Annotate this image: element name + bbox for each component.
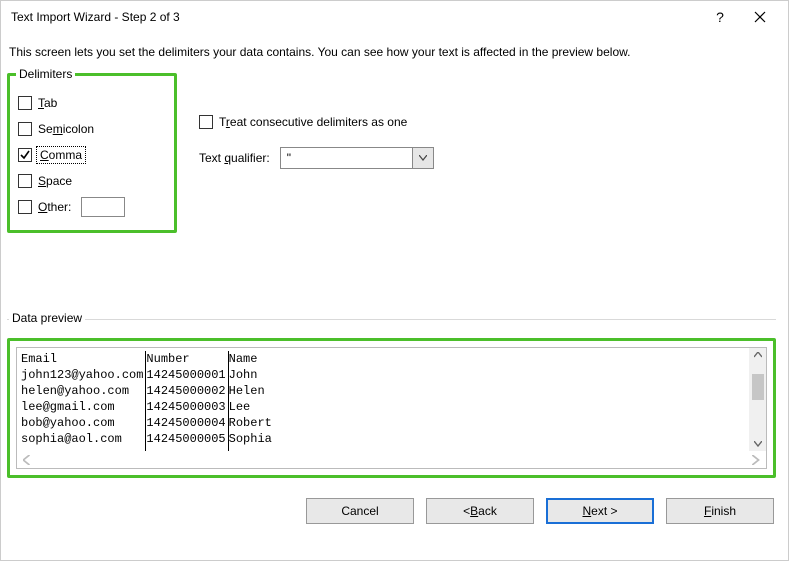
- delimiter-label: Tab: [38, 96, 57, 110]
- button-row: Cancel < Back Next > Finish: [7, 498, 776, 524]
- delimiter-checkbox[interactable]: [18, 96, 32, 110]
- delimiter-row[interactable]: Tab: [18, 90, 166, 116]
- scroll-left-icon[interactable]: [21, 454, 33, 466]
- delimiter-checkbox[interactable]: [18, 174, 32, 188]
- scroll-thumb[interactable]: [752, 374, 764, 400]
- preview-column: Name John Helen Lee Robert Sophia: [229, 351, 745, 451]
- preview-table: Email john123@yahoo.com helen@yahoo.com …: [17, 348, 749, 451]
- scroll-right-icon[interactable]: [750, 454, 762, 466]
- intro-text: This screen lets you set the delimiters …: [9, 45, 776, 59]
- delimiter-row[interactable]: Comma: [18, 142, 166, 168]
- right-options: Treat consecutive delimiters as one Text…: [199, 73, 434, 169]
- consecutive-checkbox[interactable]: [199, 115, 213, 129]
- delimiter-row[interactable]: Other:: [18, 194, 166, 220]
- scroll-down-icon[interactable]: [753, 439, 763, 449]
- wizard-window: Text Import Wizard - Step 2 of 3 ? This …: [0, 0, 789, 561]
- back-button[interactable]: < Back: [426, 498, 534, 524]
- consecutive-row[interactable]: Treat consecutive delimiters as one: [199, 115, 434, 129]
- qualifier-row: Text qualifier: ": [199, 147, 434, 169]
- cancel-button[interactable]: Cancel: [306, 498, 414, 524]
- scroll-up-icon[interactable]: [753, 350, 763, 360]
- preview-area: Data preview Email john123@yahoo.com hel…: [7, 311, 776, 478]
- delimiter-checkbox[interactable]: [18, 148, 32, 162]
- upper-row: Delimiters TabSemicolonCommaSpaceOther: …: [7, 73, 776, 233]
- preview-column: Email john123@yahoo.com helen@yahoo.com …: [21, 351, 146, 451]
- window-title: Text Import Wizard - Step 2 of 3: [11, 10, 700, 24]
- preview-hscrollbar[interactable]: [17, 451, 766, 468]
- delimiters-group: Delimiters TabSemicolonCommaSpaceOther:: [7, 73, 177, 233]
- next-button[interactable]: Next >: [546, 498, 654, 524]
- delimiter-label: Comma: [38, 148, 84, 162]
- qualifier-label: Text qualifier:: [199, 151, 270, 165]
- consecutive-label: Treat consecutive delimiters as one: [219, 115, 407, 129]
- preview-vscrollbar[interactable]: [749, 348, 766, 451]
- chevron-down-icon: [419, 155, 427, 161]
- close-icon: [754, 11, 766, 23]
- preview-inner: Email john123@yahoo.com helen@yahoo.com …: [16, 347, 767, 469]
- delimiter-row[interactable]: Semicolon: [18, 116, 166, 142]
- preview-box: Email john123@yahoo.com helen@yahoo.com …: [7, 338, 776, 478]
- qualifier-dropdown-button[interactable]: [412, 147, 434, 169]
- delimiters-legend: Delimiters: [16, 67, 75, 81]
- qualifier-value[interactable]: ": [280, 147, 412, 169]
- close-button[interactable]: [740, 2, 780, 32]
- delimiter-label: Space: [38, 174, 72, 188]
- qualifier-combo[interactable]: ": [280, 147, 434, 169]
- finish-button[interactable]: Finish: [666, 498, 774, 524]
- preview-legend: Data preview: [9, 311, 85, 325]
- delimiter-row[interactable]: Space: [18, 168, 166, 194]
- delimiter-label: Other:: [38, 200, 71, 214]
- help-button[interactable]: ?: [700, 2, 740, 32]
- delimiter-checkbox[interactable]: [18, 122, 32, 136]
- content-area: This screen lets you set the delimiters …: [1, 33, 788, 560]
- other-delimiter-input[interactable]: [81, 197, 125, 217]
- delimiter-label: Semicolon: [38, 122, 94, 136]
- delimiter-checkbox[interactable]: [18, 200, 32, 214]
- preview-column: Number 14245000001 14245000002 142450000…: [146, 351, 228, 451]
- titlebar: Text Import Wizard - Step 2 of 3 ?: [1, 1, 788, 33]
